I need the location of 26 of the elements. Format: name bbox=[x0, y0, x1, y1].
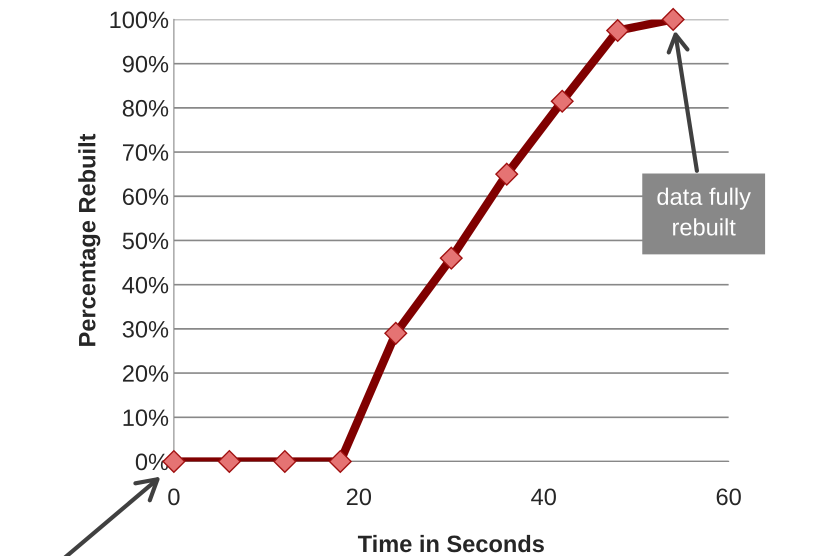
y-tick-label: 70% bbox=[122, 144, 168, 161]
y-axis-title: Percentage Rebuilt bbox=[78, 134, 100, 346]
x-tick-label: 0 bbox=[168, 488, 180, 506]
y-tick-label: 100% bbox=[110, 12, 168, 28]
x-tick-label: 20 bbox=[346, 488, 372, 506]
x-tick-label: 60 bbox=[716, 488, 741, 506]
x-tick-label: 40 bbox=[531, 488, 556, 506]
point bbox=[550, 90, 574, 113]
point bbox=[440, 246, 463, 270]
y-tick-label: 90% bbox=[122, 56, 168, 72]
y-tick-label: 40% bbox=[122, 276, 168, 294]
y-tick-label: 20% bbox=[122, 365, 168, 382]
point bbox=[606, 19, 630, 42]
x-axis-title: Time in Seconds bbox=[358, 534, 544, 552]
point bbox=[495, 162, 518, 186]
y-tick-label: 50% bbox=[122, 232, 168, 250]
annotation: data fully rebuilt bbox=[657, 188, 751, 236]
y-tick-label: 60% bbox=[122, 188, 168, 206]
point bbox=[384, 322, 408, 345]
y-tick-label: 10% bbox=[124, 409, 168, 426]
point bbox=[273, 450, 296, 473]
point bbox=[218, 450, 241, 473]
y-tick-label: 80% bbox=[122, 100, 168, 117]
y-tick-label: 30% bbox=[122, 320, 168, 338]
point bbox=[328, 450, 352, 473]
point bbox=[662, 8, 685, 31]
